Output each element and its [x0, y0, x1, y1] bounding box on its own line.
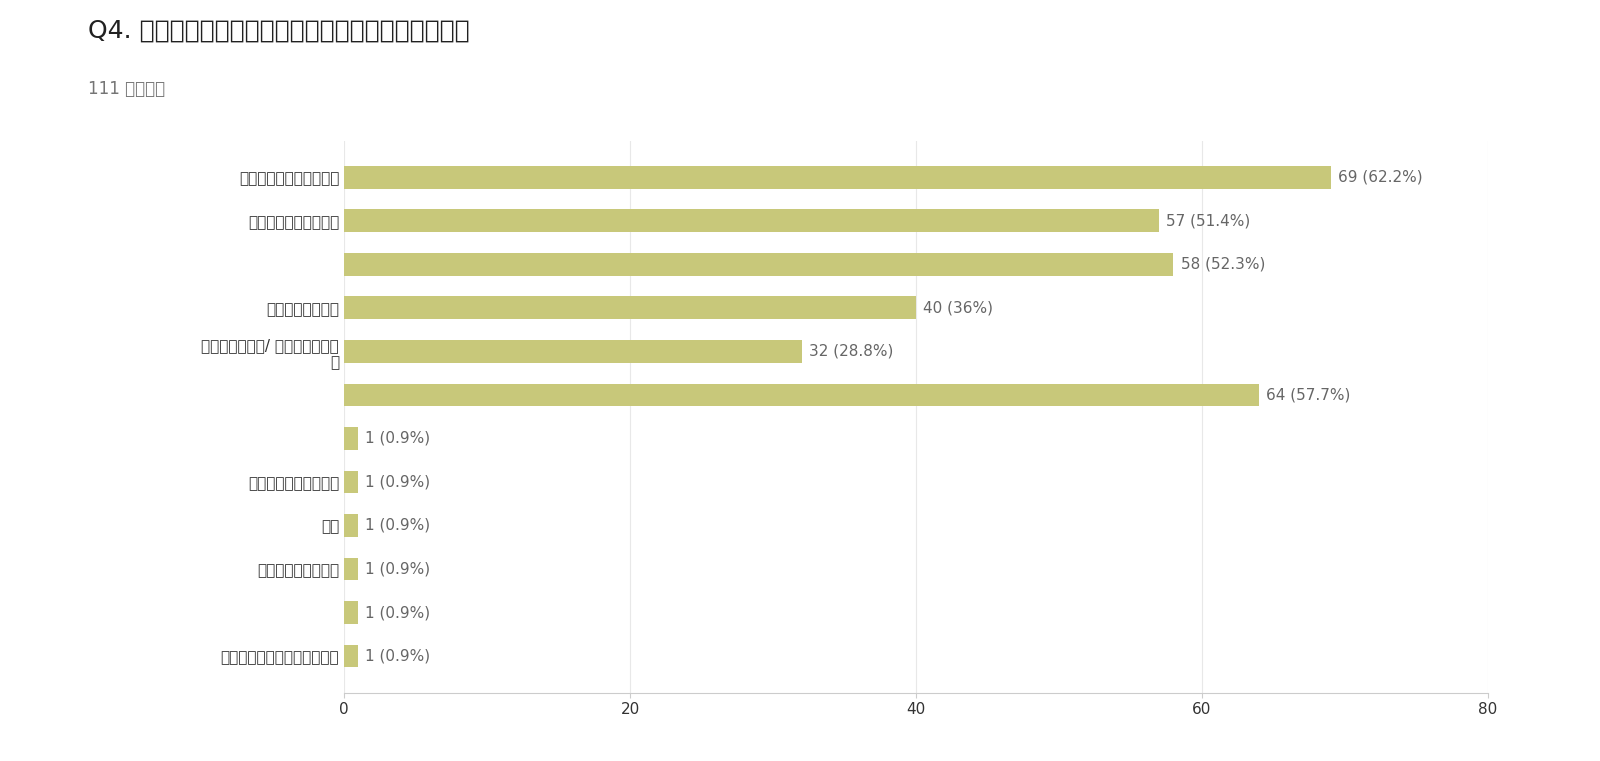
Text: 1 (0.9%): 1 (0.9%): [365, 518, 430, 533]
Text: 1 (0.9%): 1 (0.9%): [365, 605, 430, 620]
Text: 57 (51.4%): 57 (51.4%): [1166, 213, 1251, 228]
Bar: [344, 253, 1173, 275]
Bar: [344, 601, 358, 624]
Bar: [344, 340, 802, 363]
Text: 64 (57.7%): 64 (57.7%): [1266, 387, 1350, 403]
Bar: [344, 384, 1259, 406]
Bar: [344, 166, 1331, 189]
Text: 32 (28.8%): 32 (28.8%): [808, 344, 893, 359]
Text: Q4. 英語を学ぶ理由を教えてください（複数回答可）: Q4. 英語を学ぶ理由を教えてください（複数回答可）: [88, 19, 470, 43]
Text: 1 (0.9%): 1 (0.9%): [365, 562, 430, 577]
Bar: [344, 297, 915, 319]
Text: 111 件の回答: 111 件の回答: [88, 80, 165, 98]
Text: 1 (0.9%): 1 (0.9%): [365, 474, 430, 489]
Text: 1 (0.9%): 1 (0.9%): [365, 648, 430, 664]
Bar: [344, 514, 358, 537]
Text: 58 (52.3%): 58 (52.3%): [1181, 256, 1266, 272]
Bar: [344, 427, 358, 450]
Bar: [344, 470, 358, 493]
Text: 69 (62.2%): 69 (62.2%): [1338, 170, 1422, 185]
Text: 40 (36%): 40 (36%): [923, 301, 994, 315]
Text: 1 (0.9%): 1 (0.9%): [365, 431, 430, 446]
Bar: [344, 209, 1158, 232]
Bar: [344, 558, 358, 581]
Bar: [344, 645, 358, 667]
